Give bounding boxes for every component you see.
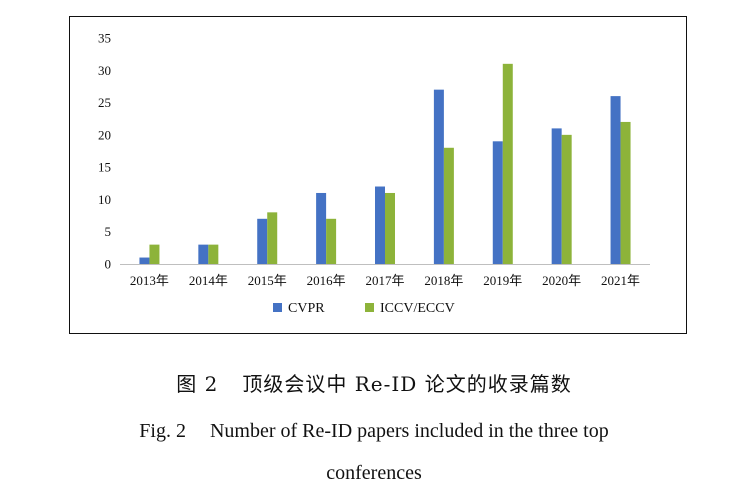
y-tick-label: 10 <box>98 192 111 207</box>
bar-iccv-eccv <box>208 244 219 264</box>
bar-cvpr <box>433 89 444 265</box>
bar-iccv-eccv <box>267 212 278 264</box>
caption-en-text-line1: Number of Re-ID papers included in the t… <box>209 420 609 442</box>
bar-cvpr <box>375 186 385 264</box>
legend-swatch-cvpr <box>273 303 282 312</box>
caption-zh-text: 顶级会议中 Re-ID 论文的收录篇数 <box>242 372 572 396</box>
y-tick-label: 25 <box>98 95 111 110</box>
legend-swatch-iccv-eccv <box>365 303 374 312</box>
bar-iccv-eccv <box>385 192 395 264</box>
bar-chart: 0 5 10 15 20 25 30 35 2013年 2014年 2015年 2016年 2017年 2… <box>98 31 650 316</box>
y-tick-label: 30 <box>98 63 111 78</box>
y-tick-label: 20 <box>98 127 111 142</box>
caption-zh-label: 图 2 <box>176 372 219 396</box>
legend-label-cvpr: CVPR <box>288 301 325 316</box>
bar-cvpr <box>198 244 209 264</box>
bar-cvpr <box>492 141 503 264</box>
x-tick-label: 2016年 <box>307 273 346 288</box>
bar-iccv-eccv <box>502 63 513 265</box>
bar-cvpr <box>610 96 621 264</box>
y-tick-label: 35 <box>98 31 111 46</box>
y-tick-label: 15 <box>98 160 111 175</box>
caption-chinese: 图 2 顶级会议中 Re-ID 论文的收录篇数 <box>0 368 748 397</box>
caption-en-text-line2: conferences <box>326 462 422 484</box>
bar-iccv-eccv <box>149 244 160 264</box>
y-tick-label: 5 <box>105 224 112 239</box>
x-tick-label: 2017年 <box>365 273 404 288</box>
x-tick-label: 2013年 <box>130 273 169 288</box>
y-tick-label: 0 <box>105 257 112 272</box>
bar-iccv-eccv <box>620 121 631 264</box>
x-tick-label: 2021年 <box>601 273 640 288</box>
x-tick-label: 2015年 <box>248 273 287 288</box>
caption-english-line1: Fig. 2 Number of Re-ID papers included in… <box>0 420 748 443</box>
bar-cvpr <box>316 192 327 264</box>
bar-cvpr <box>257 218 268 264</box>
x-tick-label: 2018年 <box>424 273 463 288</box>
x-tick-label: 2020年 <box>542 273 581 288</box>
x-tick-label: 2019年 <box>483 273 522 288</box>
x-tick-label: 2014年 <box>189 273 228 288</box>
bar-iccv-eccv <box>326 218 337 264</box>
bar-iccv-eccv <box>561 134 572 264</box>
chart-frame: 0 5 10 15 20 25 30 35 2013年 2014年 2015年 2016年 2017年 2… <box>69 16 687 334</box>
caption-en-label: Fig. 2 <box>139 420 186 442</box>
bar-iccv-eccv <box>443 147 454 264</box>
legend-label-iccv-eccv: ICCV/ECCV <box>380 301 455 316</box>
caption-english-line2: conferences <box>0 462 748 485</box>
bar-cvpr <box>551 128 562 264</box>
bar-cvpr <box>139 257 150 264</box>
